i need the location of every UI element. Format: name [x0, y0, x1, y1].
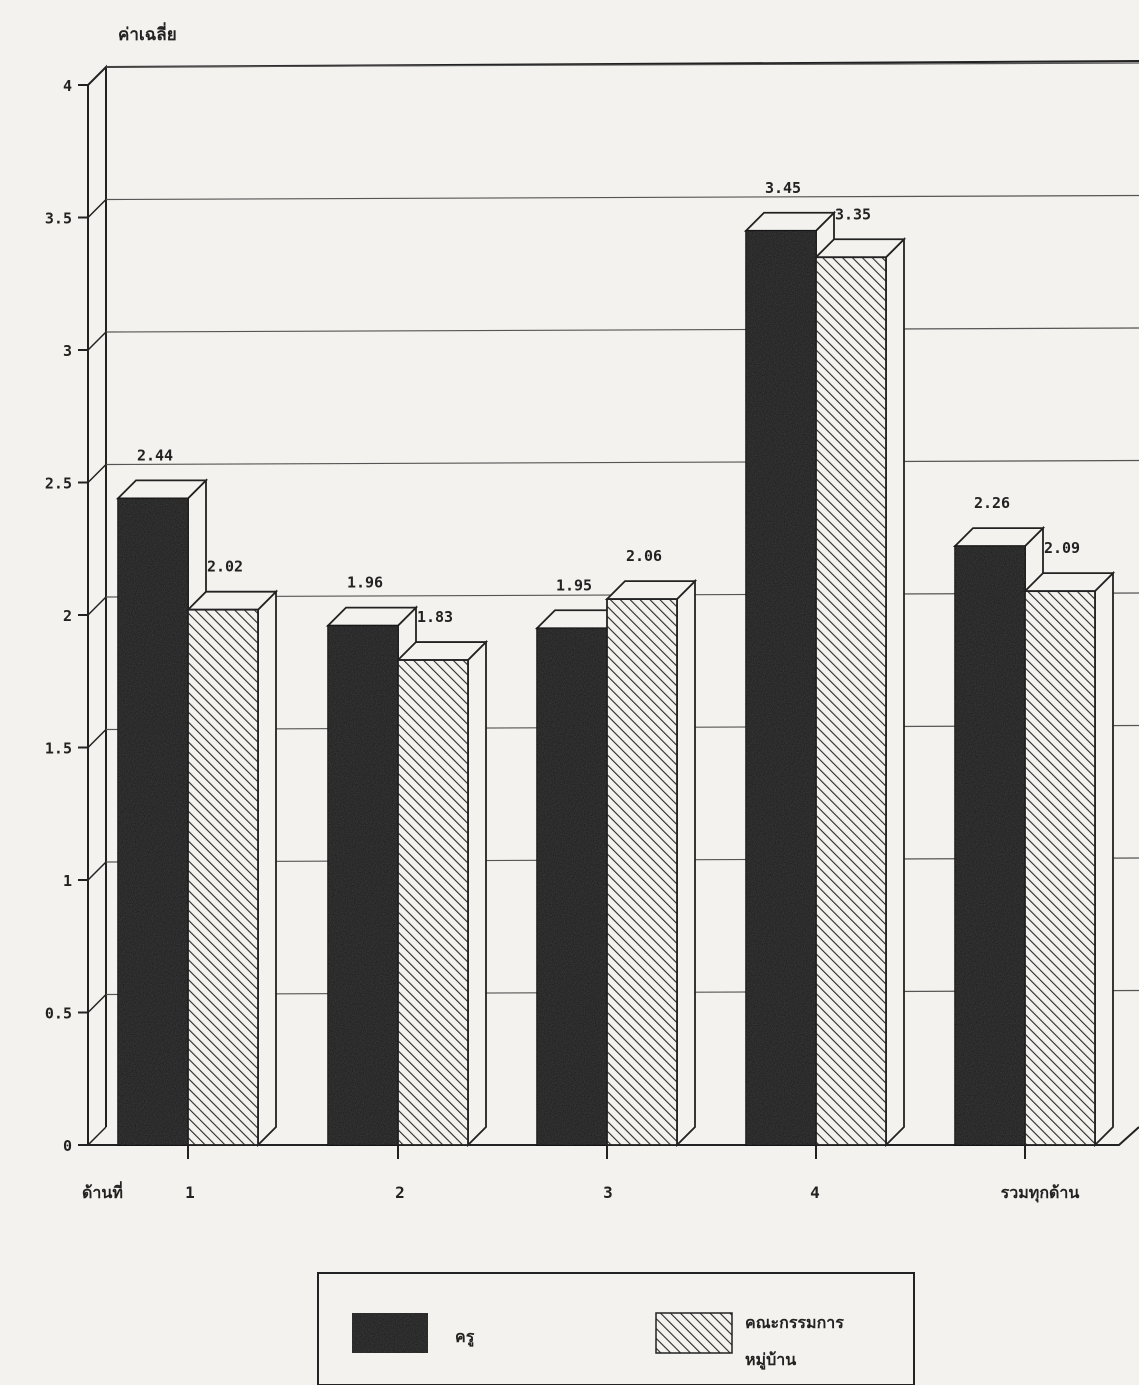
legend-label-series-1: ครู: [455, 1327, 475, 1348]
bar-front: [815, 256, 887, 1146]
bar-front-grain: [537, 628, 607, 1145]
y-axis: 0 0.5 1 1.5 2 2.5 3 3.5 4: [45, 66, 107, 1155]
bar-side: [467, 639, 487, 1148]
y-tick-label: 0: [63, 1137, 72, 1155]
x-category-4: 4: [810, 1183, 820, 1202]
x-category-2: 2: [395, 1183, 405, 1202]
bar-front-grain: [955, 546, 1025, 1145]
y-tick-label: 4: [63, 77, 72, 95]
bar-3-series-2: [604, 578, 698, 1148]
y-tick-depth: [87, 1126, 107, 1146]
y-tick-label: 2: [63, 607, 72, 625]
bar-1-series-2: [185, 589, 279, 1148]
x-category-5: รวมทุกด้าน: [1001, 1183, 1080, 1203]
bar-front: [187, 608, 259, 1146]
y-tick-depth: [87, 596, 107, 616]
data-label-1-series-1: 2.44: [137, 446, 173, 464]
bar-2-series-2: [395, 639, 489, 1148]
bar-3-series-1: [534, 608, 628, 1148]
x-category-1: 1: [185, 1183, 195, 1202]
data-label-2-series-2: 1.83: [417, 608, 453, 626]
y-tick-label: 3: [63, 342, 72, 360]
legend: ครู คณะกรรมการ หมู่บ้าน: [317, 1272, 915, 1385]
data-label-5-series-2: 2.09: [1044, 539, 1080, 557]
bar-4-series-2: [813, 237, 907, 1148]
y-tick-depth: [87, 728, 107, 749]
bar-front-grain: [328, 625, 398, 1145]
legend-label-series-2-line2: หมู่บ้าน: [745, 1350, 796, 1371]
y-tick-label: 3.5: [45, 210, 72, 228]
bar-side: [257, 589, 277, 1148]
y-tick-label: 1: [63, 872, 72, 890]
bar-side: [1094, 570, 1114, 1148]
y-tick-depth: [87, 66, 107, 86]
data-label-4-series-1: 3.45: [765, 179, 801, 197]
bar-side: [885, 237, 905, 1148]
bar-5-series-2: [1022, 570, 1116, 1148]
gridline: [105, 327, 1139, 333]
data-label-5-series-1: 2.26: [974, 494, 1010, 512]
bar-front-grain: [746, 230, 816, 1145]
y-tick-label: 2.5: [45, 475, 72, 493]
bar-front-grain: [118, 498, 188, 1145]
gridline: [105, 459, 1139, 466]
y-tick-depth: [87, 463, 107, 484]
legend-box: [317, 1272, 915, 1385]
bar-front: [397, 659, 469, 1146]
legend-swatch-series-1-grain: [352, 1313, 428, 1353]
bar-front: [606, 598, 678, 1146]
bar-front: [1024, 590, 1096, 1146]
y-axis-label: ค่าเฉลี่ย: [118, 22, 177, 45]
data-label-3-series-1: 1.95: [556, 576, 592, 594]
data-label-3-series-2: 2.06: [626, 547, 662, 565]
x-category-3: 3: [603, 1183, 613, 1202]
y-tick-depth: [87, 993, 107, 1014]
data-label-4-series-2: 3.35: [835, 205, 871, 223]
y-tick-label: 1.5: [45, 740, 72, 758]
x-axis: 1 2 3 4 รวมทุกด้าน: [185, 1145, 1079, 1203]
bar-side: [676, 578, 696, 1148]
y-tick-label: 0.5: [45, 1005, 72, 1023]
data-label-2-series-1: 1.96: [347, 574, 383, 592]
y-tick-depth: [87, 331, 107, 351]
y-tick-depth: [87, 861, 107, 881]
bars: [115, 210, 1116, 1148]
bar-4-series-1: [743, 210, 837, 1148]
data-labels: 2.44 2.02 1.96 1.83 1.95 2.06 3.45 3.35 2.26 2.09: [137, 179, 1080, 626]
data-label-1-series-2: 2.02: [207, 558, 243, 576]
gridline: [105, 194, 1139, 201]
legend-swatch-series-2: [655, 1312, 733, 1354]
gridline: [105, 62, 1139, 68]
y-tick-depth: [87, 198, 107, 219]
x-axis-prefix: ด้านที่: [82, 1181, 123, 1202]
legend-label-series-2-line1: คณะกรรมการ: [745, 1313, 844, 1332]
